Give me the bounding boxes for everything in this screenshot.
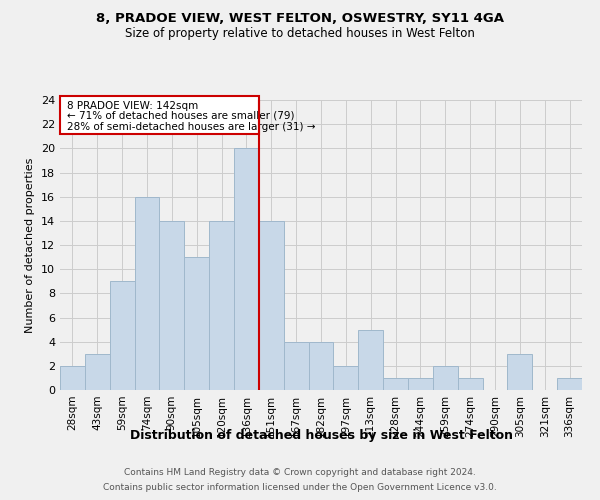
Bar xyxy=(259,221,284,390)
FancyBboxPatch shape xyxy=(60,96,259,134)
Text: ← 71% of detached houses are smaller (79): ← 71% of detached houses are smaller (79… xyxy=(67,111,295,121)
Text: 8, PRADOE VIEW, WEST FELTON, OSWESTRY, SY11 4GA: 8, PRADOE VIEW, WEST FELTON, OSWESTRY, S… xyxy=(96,12,504,26)
Bar xyxy=(383,378,408,390)
Bar xyxy=(60,366,85,390)
Bar xyxy=(408,378,433,390)
Bar xyxy=(508,354,532,390)
Text: Size of property relative to detached houses in West Felton: Size of property relative to detached ho… xyxy=(125,28,475,40)
Text: 28% of semi-detached houses are larger (31) →: 28% of semi-detached houses are larger (… xyxy=(67,122,316,132)
Bar xyxy=(209,221,234,390)
Bar xyxy=(433,366,458,390)
Bar xyxy=(358,330,383,390)
Bar xyxy=(160,221,184,390)
Y-axis label: Number of detached properties: Number of detached properties xyxy=(25,158,35,332)
Text: 8 PRADOE VIEW: 142sqm: 8 PRADOE VIEW: 142sqm xyxy=(67,100,199,110)
Bar xyxy=(184,257,209,390)
Bar xyxy=(234,148,259,390)
Text: Contains public sector information licensed under the Open Government Licence v3: Contains public sector information licen… xyxy=(103,483,497,492)
Text: Distribution of detached houses by size in West Felton: Distribution of detached houses by size … xyxy=(130,428,512,442)
Bar xyxy=(110,281,134,390)
Bar xyxy=(134,196,160,390)
Text: Contains HM Land Registry data © Crown copyright and database right 2024.: Contains HM Land Registry data © Crown c… xyxy=(124,468,476,477)
Bar xyxy=(557,378,582,390)
Bar xyxy=(284,342,308,390)
Bar xyxy=(85,354,110,390)
Bar xyxy=(458,378,482,390)
Bar xyxy=(308,342,334,390)
Bar xyxy=(334,366,358,390)
